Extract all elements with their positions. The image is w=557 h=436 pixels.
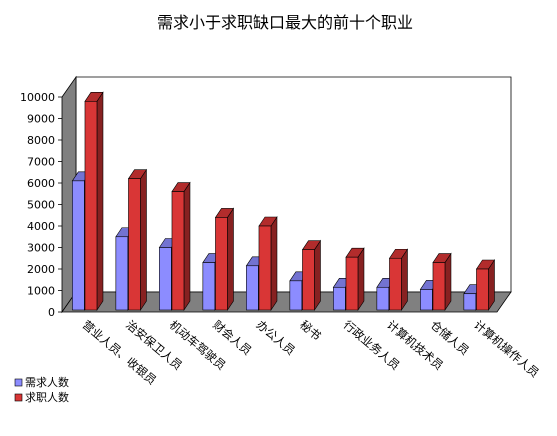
y-tick-label: 5000 <box>27 199 55 212</box>
bar-front <box>389 257 402 311</box>
legend-swatch-demand <box>14 378 23 387</box>
category-label: 秘书 <box>297 318 324 344</box>
bar-side <box>227 207 234 311</box>
bar <box>214 207 235 311</box>
bar-side <box>314 239 321 311</box>
bar-side <box>96 91 104 311</box>
legend-label-demand: 需求人数 <box>25 376 69 389</box>
bar <box>258 216 278 311</box>
legend: 需求人数 求职人数 <box>14 376 69 404</box>
y-tick-label: 4000 <box>27 220 55 233</box>
bar-side <box>270 216 278 311</box>
bar-front <box>289 280 303 311</box>
y-tick-label: 8000 <box>27 134 55 147</box>
bar-front <box>376 286 390 311</box>
bar <box>388 248 409 311</box>
bar-front <box>84 101 98 311</box>
bar-front <box>476 268 489 311</box>
bar <box>301 239 322 311</box>
bar-front <box>302 249 315 311</box>
bar-front <box>258 225 272 311</box>
bar-front <box>215 217 228 311</box>
bar-front <box>202 262 216 311</box>
y-tick-label: 3000 <box>27 242 55 255</box>
bar-front <box>345 256 359 311</box>
bar <box>84 91 104 311</box>
bar-front <box>463 293 477 311</box>
bar <box>432 252 452 311</box>
chart-title: 需求小于求职缺口最大的前十个职业 <box>157 13 413 32</box>
bar-front <box>171 191 185 311</box>
category-label: 办公人员 <box>254 318 298 358</box>
legend-swatch-applicants <box>14 393 23 402</box>
bars <box>71 91 496 311</box>
y-tick-label: 1000 <box>27 285 55 298</box>
bar-side <box>357 247 365 311</box>
y-tick-label: 0 <box>48 306 55 319</box>
y-tick-label: 10000 <box>20 91 55 104</box>
bar-side <box>140 168 147 311</box>
legend-label-applicants: 求职人数 <box>25 391 69 404</box>
y-tick-label: 7000 <box>27 156 55 169</box>
bar <box>475 259 496 311</box>
bar-front <box>420 289 433 311</box>
bar-front <box>159 247 172 311</box>
bar-front <box>333 286 346 311</box>
bar-front <box>128 178 141 311</box>
bar-front <box>246 265 259 311</box>
bar <box>345 247 365 311</box>
bar-side <box>444 252 452 311</box>
y-tick-label: 9000 <box>27 113 55 126</box>
category-label: 计算机操作人员 <box>471 318 542 380</box>
bar-side <box>401 248 408 311</box>
bar <box>171 181 191 311</box>
bar-side <box>183 181 191 311</box>
bar <box>127 168 148 311</box>
bar-front <box>72 180 85 311</box>
y-tick-label: 6000 <box>27 177 55 190</box>
category-label: 营业人员、收银员 <box>80 318 159 388</box>
bar-front <box>432 262 446 311</box>
y-tick-label: 2000 <box>27 263 55 276</box>
y-axis-ticks: 0 1000 2000 3000 4000 5000 6000 7000 8000 9000 100… <box>20 91 62 319</box>
bar-front <box>115 236 129 311</box>
